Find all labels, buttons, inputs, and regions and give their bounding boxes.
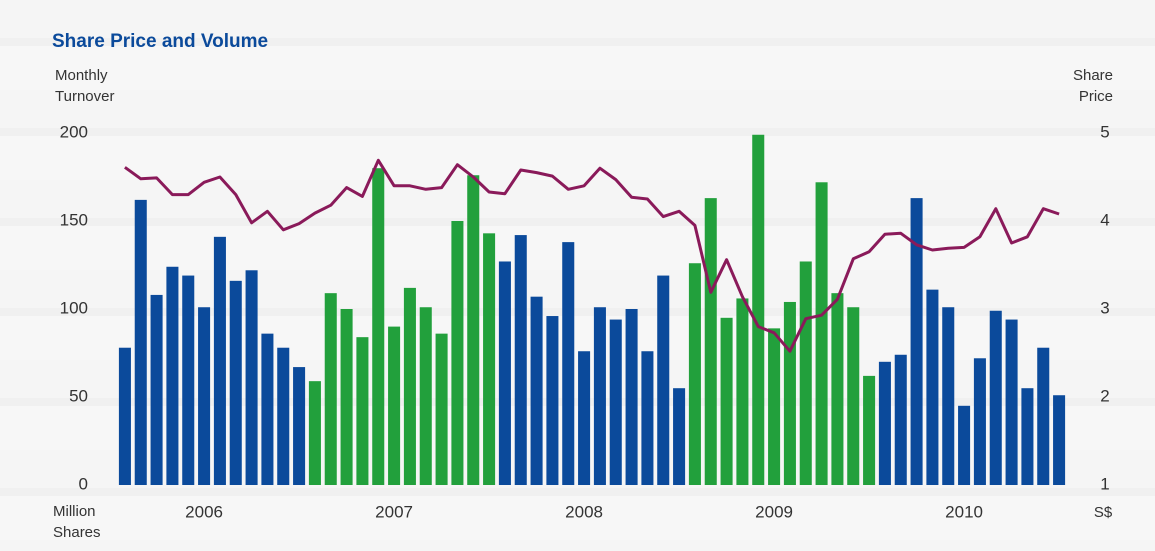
bar [926,289,939,485]
bar [989,310,1002,485]
x-tick-label: 2007 [375,502,413,521]
bar [673,388,686,485]
bar [878,361,891,485]
bar [229,280,242,485]
bar [467,175,480,486]
y2-tick-label: 2 [1100,386,1109,405]
bar [562,242,575,485]
x-tick-label: 2006 [185,502,223,521]
bar [198,307,211,485]
y-tick-label: 50 [69,386,88,405]
y2-label: Price [1079,88,1113,105]
chart-title: Share Price and Volume [52,31,268,52]
bar [530,296,543,485]
y-tick-label: 200 [60,122,88,141]
bar [783,301,796,485]
bar [388,326,401,485]
bar [609,319,622,485]
bar [1037,347,1050,485]
x-tick-label: 2010 [945,502,983,521]
bar [910,198,923,485]
bar [403,287,416,485]
y-tick-label: 150 [60,210,88,229]
bar [625,309,638,485]
bar [419,307,432,485]
y-label: Monthly [55,67,108,84]
bar [847,307,860,485]
bar [308,381,321,485]
bar [894,354,907,485]
bar [277,347,290,485]
bar [134,199,147,485]
y-tick-label: 100 [60,298,88,317]
bar [324,293,337,485]
bar [688,263,701,485]
x-tick-label: 2009 [755,502,793,521]
bar [546,316,559,485]
y2-tick-label: 4 [1100,210,1109,229]
bar [863,375,876,485]
bar [1053,395,1066,485]
bar [245,270,258,485]
bar [451,221,464,485]
price-line [124,158,1060,353]
bar [213,236,226,485]
bar [261,333,274,485]
bar [736,298,749,485]
bar [657,275,670,485]
y2-unit: S$ [1094,504,1113,521]
bar [1005,319,1018,485]
bar [498,261,511,485]
y2-tick-label: 3 [1100,298,1109,317]
y-label: Turnover [55,88,114,105]
bar [704,198,717,485]
bar [1021,388,1034,485]
bar [831,293,844,485]
bar [799,261,812,485]
bar [293,367,306,485]
bar [166,266,179,485]
y2-tick-label: 1 [1100,474,1109,493]
bar [720,317,733,485]
y2-label: Share [1073,67,1113,84]
bar [958,405,971,485]
y2-tick-label: 5 [1100,122,1109,141]
bar [593,307,606,485]
bar [942,307,955,485]
bar [768,328,781,485]
y-unit: Shares [53,524,101,541]
bar [815,182,828,485]
bar [182,275,195,485]
bar [641,351,654,485]
bar [435,333,448,485]
bar [372,168,385,485]
bar [340,309,353,485]
bar [578,351,591,485]
x-tick-label: 2008 [565,502,603,521]
bar [356,337,369,485]
bar [118,347,131,485]
y-tick-label: 0 [79,474,88,493]
bar [483,233,496,485]
bar [752,134,765,485]
bar [150,294,163,485]
y-unit: Million [53,503,96,520]
bar [973,358,986,485]
bar [514,235,527,485]
